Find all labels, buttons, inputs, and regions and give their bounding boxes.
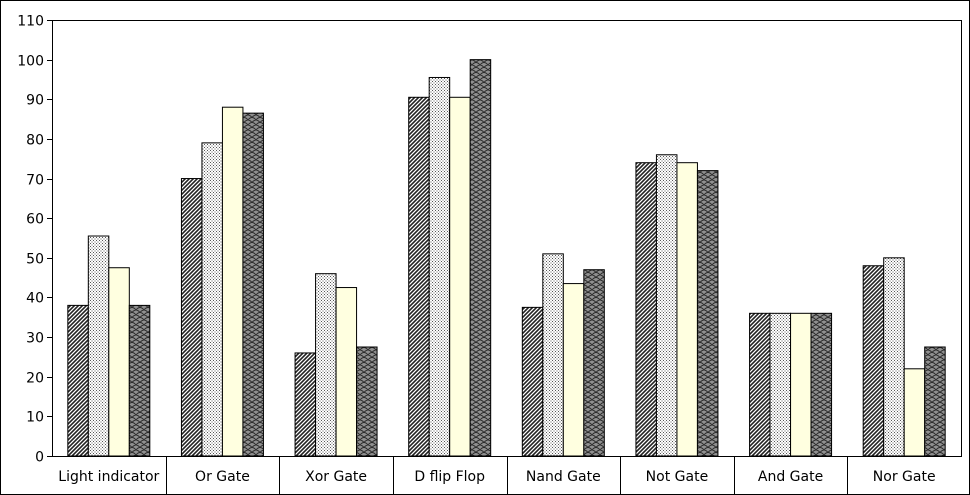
- x-category-label: Xor Gate: [305, 469, 367, 485]
- bar: [294, 352, 317, 457]
- y-tick-label: 70: [26, 173, 44, 189]
- bar: [924, 346, 946, 457]
- bar: [469, 59, 492, 457]
- y-tick-label: 20: [26, 371, 44, 387]
- y-tick-label: 110: [17, 14, 44, 30]
- y-tick-label: 90: [26, 93, 44, 109]
- bar: [862, 265, 885, 457]
- bar: [335, 287, 358, 457]
- x-category-label: Nand Gate: [526, 469, 601, 485]
- plot-area: 0 10 20 30 40 50 60 70 80 90 100 110 Light indicator…: [17, 14, 962, 494]
- x-category-label: Or Gate: [195, 469, 250, 485]
- bar: [87, 235, 110, 457]
- bar: [562, 283, 585, 457]
- bar: [883, 257, 905, 457]
- y-tick-label: 80: [26, 133, 44, 149]
- y-tick-label: 60: [26, 212, 44, 228]
- bar: [356, 346, 378, 457]
- bar: [108, 267, 130, 457]
- bar: [221, 106, 244, 457]
- bar: [180, 178, 203, 457]
- y-tick-label: 10: [26, 410, 44, 426]
- bar: [408, 96, 430, 457]
- y-tick-label: 50: [26, 252, 44, 268]
- bar: [903, 368, 926, 457]
- bar: [128, 304, 151, 457]
- bar: [449, 96, 471, 457]
- bar: [810, 312, 833, 457]
- y-tick-label: 30: [26, 331, 44, 347]
- bar: [242, 112, 264, 457]
- bar: [769, 312, 792, 457]
- x-category-label: Nor Gate: [873, 469, 936, 485]
- bar: [676, 162, 698, 457]
- x-category-label: And Gate: [758, 469, 823, 485]
- bar: [635, 162, 657, 457]
- x-category-label: D flip Flop: [414, 469, 485, 485]
- bar: [655, 154, 678, 457]
- y-tick-label: 40: [26, 291, 44, 307]
- bar: [67, 304, 89, 457]
- bar: [201, 142, 223, 457]
- bar: [583, 269, 605, 457]
- y-tick-label: 0: [35, 450, 44, 466]
- bar: [428, 76, 451, 457]
- bar: [315, 273, 337, 457]
- bar: [696, 170, 719, 457]
- bar: [521, 306, 544, 457]
- x-category-label: Not Gate: [646, 469, 709, 485]
- bar: [790, 312, 812, 457]
- bar: [749, 312, 771, 457]
- bar: [542, 253, 564, 457]
- x-category-label: Light indicator: [58, 469, 159, 485]
- y-tick-label: 100: [17, 54, 44, 70]
